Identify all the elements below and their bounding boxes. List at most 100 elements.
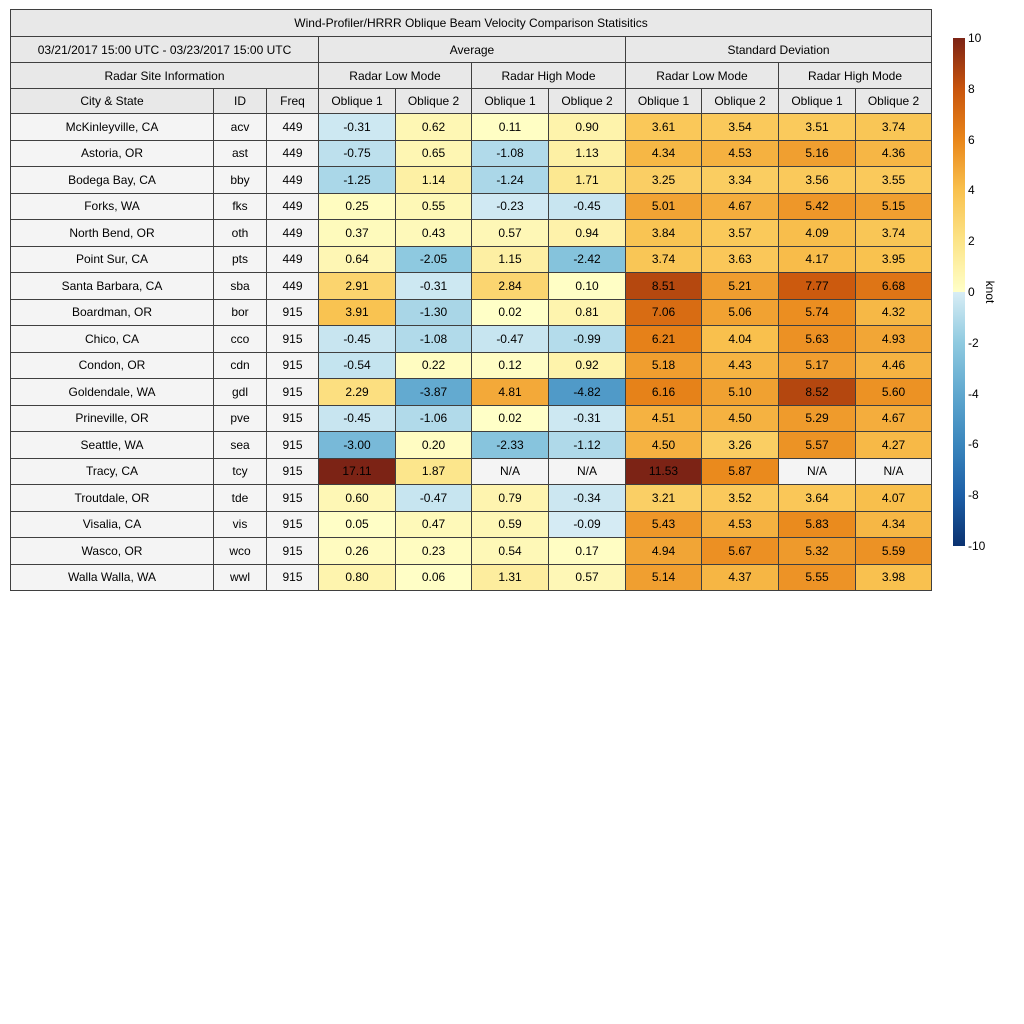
city-cell: Santa Barbara, CA — [10, 272, 214, 300]
city-cell: Troutdale, OR — [10, 484, 214, 512]
city-cell: Astoria, OR — [10, 139, 214, 167]
value-cell: N/A — [854, 457, 933, 485]
std-high-mode-header: Radar High Mode — [777, 62, 933, 89]
value-cell: 3.74 — [854, 113, 933, 141]
value-cell: -0.54 — [318, 351, 396, 379]
column-header-row: City & State ID Freq Oblique 1 Oblique 2… — [10, 88, 933, 114]
value-cell: 5.67 — [701, 537, 779, 565]
value-cell: 5.29 — [778, 404, 856, 432]
value-cell: 8.52 — [778, 378, 856, 406]
value-cell: 0.57 — [548, 563, 626, 591]
value-cell: 0.64 — [318, 245, 396, 273]
title-row: Wind-Profiler/HRRR Oblique Beam Velocity… — [9, 9, 933, 37]
value-cell: 0.79 — [471, 484, 549, 512]
table-row: Chico, CA cco 915 -0.45 -1.08 -0.47 -0.99 6.21 4… — [10, 325, 933, 353]
value-cell: 4.34 — [625, 139, 702, 167]
city-cell: Boardman, OR — [10, 298, 214, 326]
oblique2-column-header: Oblique 2 — [854, 88, 933, 114]
value-cell: 3.95 — [854, 245, 933, 273]
value-cell: 0.20 — [395, 431, 472, 459]
colorbar: 10 8 6 4 2 0 -2 -4 -6 -8 -10 knot — [953, 32, 1023, 552]
value-cell: 4.32 — [854, 298, 933, 326]
value-cell: 0.12 — [471, 351, 549, 379]
value-cell: N/A — [548, 457, 626, 485]
value-cell: 4.93 — [854, 325, 933, 353]
oblique1-column-header: Oblique 1 — [778, 88, 856, 114]
value-cell: 5.55 — [778, 563, 856, 591]
site-id-cell: ast — [213, 139, 267, 167]
value-cell: 0.23 — [395, 537, 472, 565]
value-cell: -0.34 — [548, 484, 626, 512]
value-cell: 0.26 — [318, 537, 396, 565]
value-cell: 4.81 — [471, 378, 549, 406]
value-cell: 4.53 — [701, 510, 779, 538]
value-cell: 3.61 — [625, 113, 702, 141]
stats-table: Wind-Profiler/HRRR Oblique Beam Velocity… — [9, 9, 933, 591]
value-cell: 5.01 — [625, 192, 702, 220]
table-row: Condon, OR cdn 915 -0.54 0.22 0.12 0.92 5.18 4.4… — [10, 351, 933, 379]
colorbar-tick-label: 2 — [968, 234, 975, 249]
site-id-cell: tcy — [213, 457, 267, 485]
value-cell: 4.50 — [701, 404, 779, 432]
value-cell: 0.06 — [395, 563, 472, 591]
group-header-standard-deviation: Standard Deviation — [624, 36, 933, 63]
oblique1-column-header: Oblique 1 — [625, 88, 702, 114]
value-cell: 2.29 — [318, 378, 396, 406]
oblique2-column-header: Oblique 2 — [395, 88, 472, 114]
value-cell: -0.31 — [548, 404, 626, 432]
value-cell: 3.21 — [625, 484, 702, 512]
value-cell: 4.27 — [854, 431, 933, 459]
freq-cell: 449 — [266, 139, 319, 167]
freq-cell: 915 — [266, 431, 319, 459]
value-cell: 4.67 — [854, 404, 933, 432]
value-cell: 4.67 — [701, 192, 779, 220]
value-cell: -1.12 — [548, 431, 626, 459]
value-cell: 3.74 — [625, 245, 702, 273]
value-cell: 4.09 — [778, 219, 856, 247]
value-cell: 3.55 — [854, 166, 933, 194]
value-cell: 1.31 — [471, 563, 549, 591]
city-cell: Prineville, OR — [10, 404, 214, 432]
figure-title: Wind-Profiler/HRRR Oblique Beam Velocity… — [9, 9, 933, 37]
value-cell: 0.43 — [395, 219, 472, 247]
value-cell: 6.68 — [854, 272, 933, 300]
city-cell: Seattle, WA — [10, 431, 214, 459]
table-row: Point Sur, CA pts 449 0.64 -2.05 1.15 -2.42 3.7… — [10, 245, 933, 273]
colorbar-gradient — [953, 38, 965, 546]
value-cell: 4.53 — [701, 139, 779, 167]
freq-cell: 915 — [266, 378, 319, 406]
value-cell: -0.99 — [548, 325, 626, 353]
value-cell: 0.65 — [395, 139, 472, 167]
site-id-cell: tde — [213, 484, 267, 512]
value-cell: 0.94 — [548, 219, 626, 247]
avg-low-mode-header: Radar Low Mode — [318, 62, 472, 89]
value-cell: -2.33 — [471, 431, 549, 459]
value-cell: -0.31 — [318, 113, 396, 141]
value-cell: 4.37 — [701, 563, 779, 591]
value-cell: -0.23 — [471, 192, 549, 220]
value-cell: 1.13 — [548, 139, 626, 167]
value-cell: -0.31 — [395, 272, 472, 300]
value-cell: -1.08 — [471, 139, 549, 167]
value-cell: 5.74 — [778, 298, 856, 326]
value-cell: 0.02 — [471, 298, 549, 326]
value-cell: 6.16 — [625, 378, 702, 406]
value-cell: 3.51 — [778, 113, 856, 141]
site-id-cell: pts — [213, 245, 267, 273]
colorbar-tick-label: -6 — [968, 437, 979, 452]
table-row: Boardman, OR bor 915 3.91 -1.30 0.02 0.81 7.06 5… — [10, 298, 933, 326]
colorbar-tick-label: 8 — [968, 81, 975, 96]
colorbar-tick-label: -10 — [968, 539, 986, 553]
site-id-cell: cco — [213, 325, 267, 353]
avg-high-mode-header: Radar High Mode — [471, 62, 626, 89]
city-cell: Condon, OR — [10, 351, 214, 379]
value-cell: 5.21 — [701, 272, 779, 300]
value-cell: 5.17 — [778, 351, 856, 379]
value-cell: 3.56 — [778, 166, 856, 194]
value-cell: 3.25 — [625, 166, 702, 194]
value-cell: 4.34 — [854, 510, 933, 538]
freq-cell: 915 — [266, 298, 319, 326]
value-cell: 4.07 — [854, 484, 933, 512]
value-cell: 2.84 — [471, 272, 549, 300]
value-cell: 0.80 — [318, 563, 396, 591]
